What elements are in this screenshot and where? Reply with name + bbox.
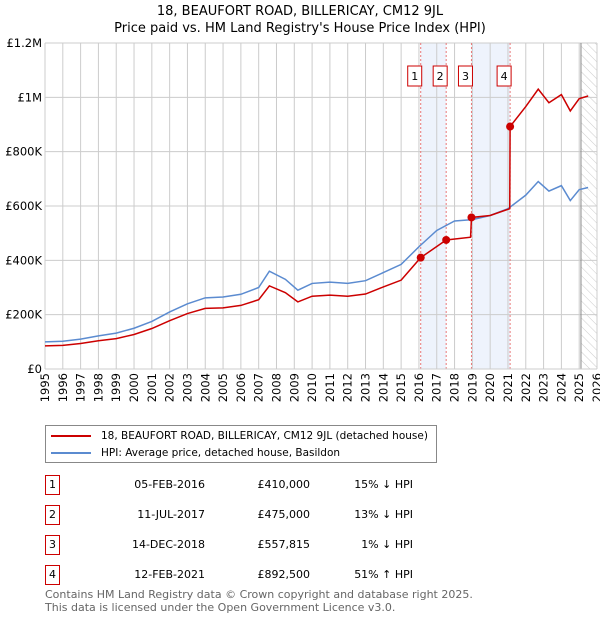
sale-label-box [432,65,448,87]
chart-subtitle: Price paid vs. HM Land Registry's House … [114,21,486,36]
chart-title: 18, BEAUFORT ROAD, BILLERICAY, CM12 9JL [156,4,444,19]
x-tick-label: 2004 [198,373,212,402]
sale-price: £475,000 [257,508,311,521]
sale-label: 1 [411,70,418,83]
x-tick-label: 2003 [180,373,194,402]
y-tick-label: £0 [27,362,42,376]
x-tick-label: 2015 [394,373,408,402]
x-tick-label: 2024 [554,373,568,402]
sale-label-box [407,65,423,87]
sale-row: 3 14-DEC-2018 £557,815 1% ↓ HPI [45,535,465,555]
y-tick-label: £1.2M [6,36,42,50]
footer-line: This data is licensed under the Open Gov… [45,601,396,614]
x-tick-label: 1998 [91,373,105,402]
footer-line: Contains HM Land Registry data © Crown c… [45,588,473,601]
x-tick-label: 2007 [252,373,266,402]
x-tick-label: 2019 [465,373,479,402]
x-tick-label: 2005 [216,373,230,402]
sale-point [416,253,425,262]
sale-number: 3 [45,535,60,555]
sale-row: 4 12-FEB-2021 £892,500 51% ↑ HPI [45,565,465,585]
x-tick-label: 2018 [448,373,462,402]
x-tick-label: 1999 [109,373,123,402]
footer: Contains HM Land Registry data © Crown c… [45,588,473,614]
x-tick-label: 2023 [537,373,551,402]
x-tick-label: 1997 [74,373,88,402]
legend-swatch [51,435,91,437]
sale-row: 2 11-JUL-2017 £475,000 13% ↓ HPI [45,505,465,525]
property-price-line [44,87,589,347]
legend-item-hpi: HPI: Average price, detached house, Basi… [51,445,340,461]
x-tick-label: 2011 [323,373,337,402]
x-tick-label: 1995 [38,373,52,402]
x-tick-label: 2001 [145,373,159,402]
sale-label-box [457,65,473,87]
x-tick-label: 2006 [234,373,248,402]
x-tick-label: 2016 [412,373,426,402]
x-tick-label: 2012 [341,373,355,402]
y-tick-label: £200K [5,308,42,322]
x-tick-label: 2008 [269,373,283,402]
sale-hpi-diff: 15% ↓ HPI [354,478,413,491]
x-tick-label: 2002 [163,373,177,402]
legend-label: HPI: Average price, detached house, Basi… [101,447,341,459]
sale-hpi-diff: 13% ↓ HPI [354,508,413,521]
sale-label-box [496,65,512,87]
sale-date: 14-DEC-2018 [131,538,205,551]
y-tick-label: £400K [5,253,42,267]
sale-hpi-diff: 51% ↑ HPI [354,568,413,581]
sale-label: 2 [437,70,444,83]
x-tick-label: 1996 [56,373,70,402]
sale-price: £892,500 [257,568,311,581]
sale-label: 3 [462,70,469,83]
sale-date: 11-JUL-2017 [137,508,205,521]
sale-label: 4 [501,70,508,83]
sale-price: £410,000 [257,478,311,491]
x-tick-label: 2000 [127,373,141,402]
legend-item-property: 18, BEAUFORT ROAD, BILLERICAY, CM12 9JL … [51,428,428,444]
price-chart: 1995 1996 1997 1998 1999 2000 2001 2002 2003 2004… [5,36,600,402]
sale-number: 1 [45,475,60,495]
legend-swatch [51,452,91,454]
sale-price: £557,815 [257,538,311,551]
sale-hpi-diff: 1% ↓ HPI [361,538,413,551]
sale-number: 2 [45,505,60,525]
sale-date: 05-FEB-2016 [134,478,205,491]
y-tick-label: £800K [5,145,42,159]
y-tick-label: £1M [17,90,42,104]
legend-label: 18, BEAUFORT ROAD, BILLERICAY, CM12 9JL … [101,430,428,442]
legend: 18, BEAUFORT ROAD, BILLERICAY, CM12 9JL … [45,425,437,463]
x-tick-label: 2026 [590,373,600,402]
sale-point [506,122,515,131]
sale-number: 4 [45,565,60,585]
x-tick-label: 2020 [483,373,497,402]
y-tick-label: £600K [5,199,42,213]
x-tick-label: 2025 [572,373,586,402]
x-tick-label: 2022 [519,373,533,402]
x-tick-label: 2013 [359,373,373,402]
x-tick-label: 2010 [305,373,319,402]
sale-point [442,235,451,244]
sale-point [467,213,476,222]
x-tick-label: 2017 [430,373,444,402]
x-tick-label: 2009 [287,373,301,402]
sale-row: 1 05-FEB-2016 £410,000 15% ↓ HPI [45,475,465,495]
sale-date: 12-FEB-2021 [134,568,205,581]
x-tick-label: 2014 [376,373,390,402]
x-tick-label: 2021 [501,373,515,402]
hpi-line [44,180,589,343]
